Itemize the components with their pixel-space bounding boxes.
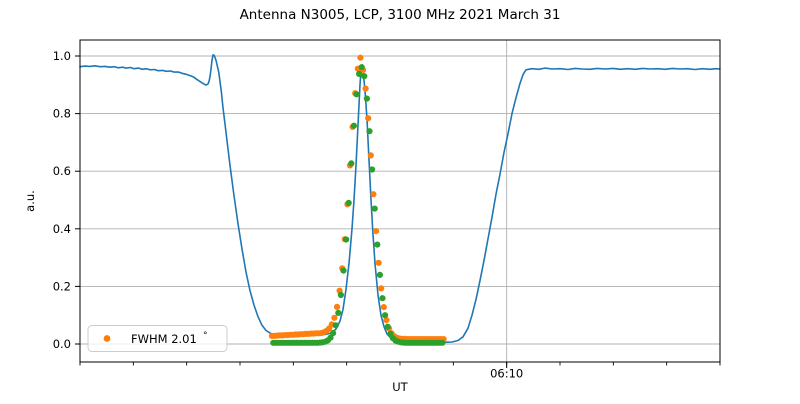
data-point	[361, 73, 368, 80]
data-point	[345, 199, 352, 206]
y-tick-label: 0.4	[53, 222, 71, 236]
data-point	[379, 295, 386, 302]
data-point	[331, 314, 338, 321]
fit-data-series	[268, 54, 447, 343]
legend-box	[87, 325, 228, 352]
data-point	[372, 228, 380, 235]
data-point	[370, 191, 377, 198]
y-axis-label: a.u.	[23, 190, 37, 212]
data-point	[353, 91, 360, 98]
data-point	[358, 64, 365, 71]
y-tick-label: 0.8	[53, 107, 71, 121]
data-point	[383, 317, 390, 324]
data-point	[439, 339, 446, 346]
data-point	[330, 330, 337, 337]
plot-border	[79, 39, 721, 363]
data-point	[369, 166, 376, 173]
y-tick-label: 0.6	[53, 164, 71, 178]
data-point	[350, 122, 357, 129]
data-point	[363, 95, 370, 102]
data-point	[327, 334, 334, 341]
data-point	[332, 322, 339, 329]
data-point	[362, 85, 369, 92]
data-point	[366, 128, 373, 135]
data-point	[333, 303, 341, 310]
data-point	[335, 309, 342, 316]
legend-label: FWHM 2.01	[131, 332, 197, 346]
y-tick-labels: 0.0 0.2 0.4 0.6 0.8 1.0	[53, 49, 71, 351]
data-point	[356, 70, 363, 77]
axes-spines-ticks	[75, 39, 721, 368]
data-point	[371, 205, 378, 212]
x-tick-label-0610: 06:10	[490, 367, 523, 381]
data-point	[382, 312, 389, 319]
gaussian-fit-series	[270, 64, 446, 346]
data-point	[376, 271, 383, 278]
grid-lines	[80, 40, 720, 362]
data-point	[340, 267, 347, 274]
data-point	[365, 115, 372, 122]
data-point	[357, 54, 364, 61]
data-point	[348, 160, 355, 167]
data-point	[384, 323, 391, 330]
data-point	[367, 152, 374, 159]
y-tick-label: 1.0	[53, 49, 71, 63]
y-tick-label: 0.0	[53, 337, 71, 351]
legend-degree-symbol: °	[203, 331, 208, 341]
data-point	[337, 291, 344, 299]
data-point	[343, 236, 350, 243]
scan-line-series	[79, 54, 721, 344]
legend-marker-dot	[103, 335, 111, 342]
legend: FWHM 2.01 °	[87, 325, 228, 352]
y-tick-label: 0.2	[53, 279, 71, 293]
x-axis-label: UT	[392, 380, 408, 394]
chart-title: Antenna N3005, LCP, 3100 MHz 2021 March …	[240, 7, 561, 23]
data-point	[374, 241, 381, 248]
data-point	[375, 259, 382, 266]
data-point	[378, 285, 385, 292]
data-series	[79, 54, 721, 346]
data-point	[380, 304, 387, 311]
